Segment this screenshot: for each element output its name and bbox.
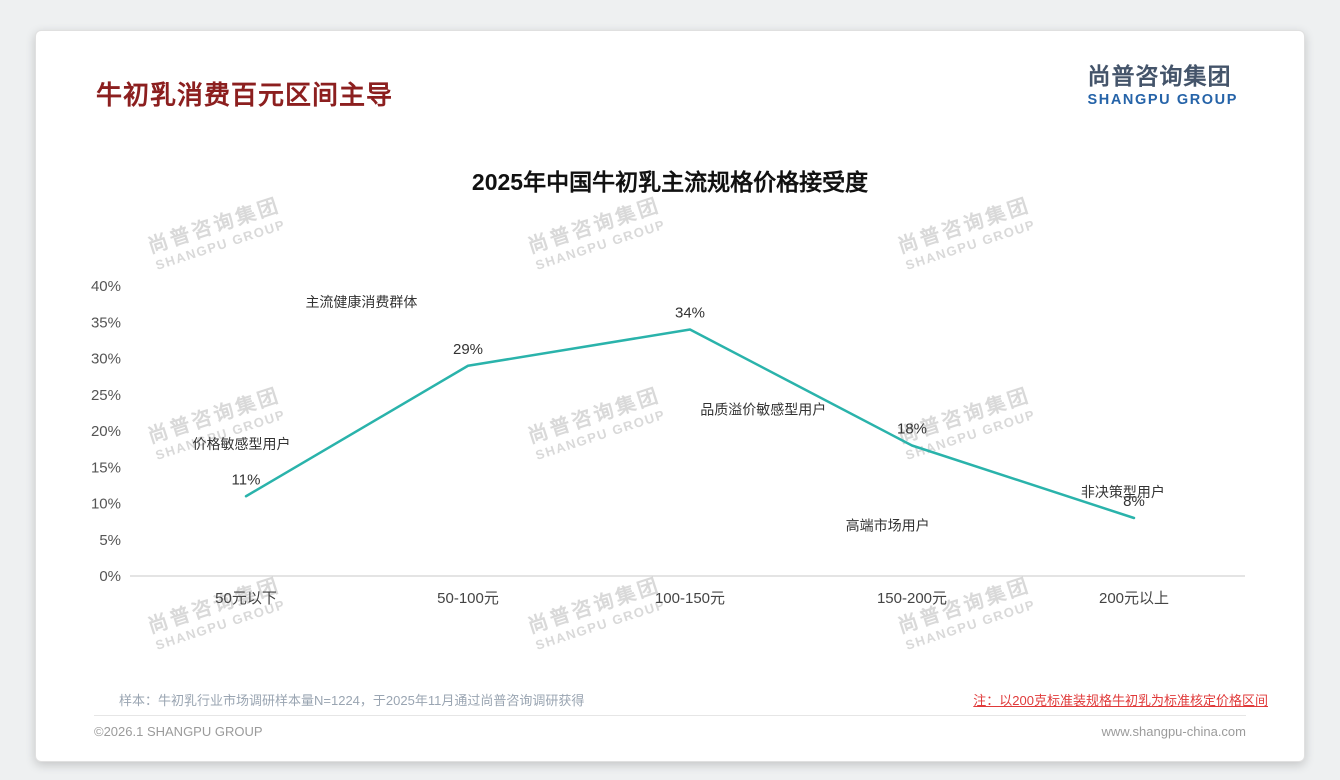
slide-card: 尚普咨询集团 SHANGPU GROUP 尚普咨询集团 SHANGPU GROU…	[35, 30, 1305, 762]
x-axis-category-label: 50-100元	[437, 590, 499, 607]
sample-footnote: 样本：牛初乳行业市场调研样本量N=1224，于2025年11月通过尚普咨询调研获…	[119, 693, 585, 708]
chart-area: 0% 5% 10% 15% 20% 25% 30% 35% 40% 11% 29% 34% 18% 8% 5…	[80, 276, 1250, 631]
y-axis-tick-label: 20%	[91, 423, 121, 440]
acceptance-line-series	[244, 328, 1136, 520]
data-point-label: 29%	[453, 341, 483, 358]
y-axis-tick-label: 0%	[99, 568, 121, 585]
footnotes-row: 样本：牛初乳行业市场调研样本量N=1224，于2025年11月通过尚普咨询调研获…	[119, 690, 1268, 709]
y-axis-tick-label: 5%	[99, 532, 121, 549]
logo-chinese-name: 尚普咨询集团	[1087, 63, 1232, 89]
x-axis-category-label: 150-200元	[877, 590, 947, 607]
logo-english-name: SHANGPU GROUP	[1087, 92, 1238, 108]
y-axis-tick-label: 15%	[91, 459, 121, 476]
price-basis-note: 注：以200克标准装规格牛初乳为标准核定价格区间	[973, 693, 1268, 708]
footer: ©2026.1 SHANGPU GROUP www.shangpu-china.…	[94, 724, 1246, 739]
x-axis-category-label: 50元以下	[215, 590, 277, 607]
company-logo: 尚普咨询集团 SHANGPU GROUP	[1087, 57, 1238, 108]
segment-annotation: 价格敏感型用户	[193, 436, 291, 452]
data-point-label: 11%	[232, 471, 261, 488]
data-point-label: 18%	[897, 421, 927, 438]
segment-annotation: 主流健康消费群体	[305, 294, 417, 310]
watermark: 尚普咨询集团 SHANGPU GROUP	[144, 189, 289, 273]
watermark: 尚普咨询集团 SHANGPU GROUP	[524, 189, 669, 273]
copyright-text: ©2026.1 SHANGPU GROUP	[94, 724, 263, 739]
footer-divider	[94, 715, 1246, 716]
y-axis-tick-label: 30%	[91, 351, 121, 368]
segment-annotation: 品质溢价敏感型用户	[700, 401, 826, 417]
segment-annotation: 非决策型用户	[1081, 484, 1165, 500]
website-url: www.shangpu-china.com	[1101, 724, 1246, 739]
x-axis-category-label: 200元以上	[1099, 590, 1169, 607]
data-point-label: 34%	[675, 305, 705, 322]
y-axis-tick-label: 35%	[91, 314, 121, 331]
x-axis-category-label: 100-150元	[655, 590, 725, 607]
y-axis-tick-label: 10%	[91, 496, 121, 513]
y-axis-tick-label: 40%	[91, 278, 121, 295]
price-acceptance-line-chart: 0% 5% 10% 15% 20% 25% 30% 35% 40% 11% 29% 34% 18% 8% 5…	[91, 278, 1245, 607]
watermark: 尚普咨询集团 SHANGPU GROUP	[894, 189, 1039, 273]
segment-annotation: 高端市场用户	[846, 517, 930, 533]
y-axis-tick-label: 25%	[91, 387, 121, 404]
data-point-label: 8%	[1123, 493, 1145, 510]
page-title: 牛初乳消费百元区间主导	[96, 80, 394, 110]
chart-title: 2025年中国牛初乳主流规格价格接受度	[471, 169, 869, 195]
